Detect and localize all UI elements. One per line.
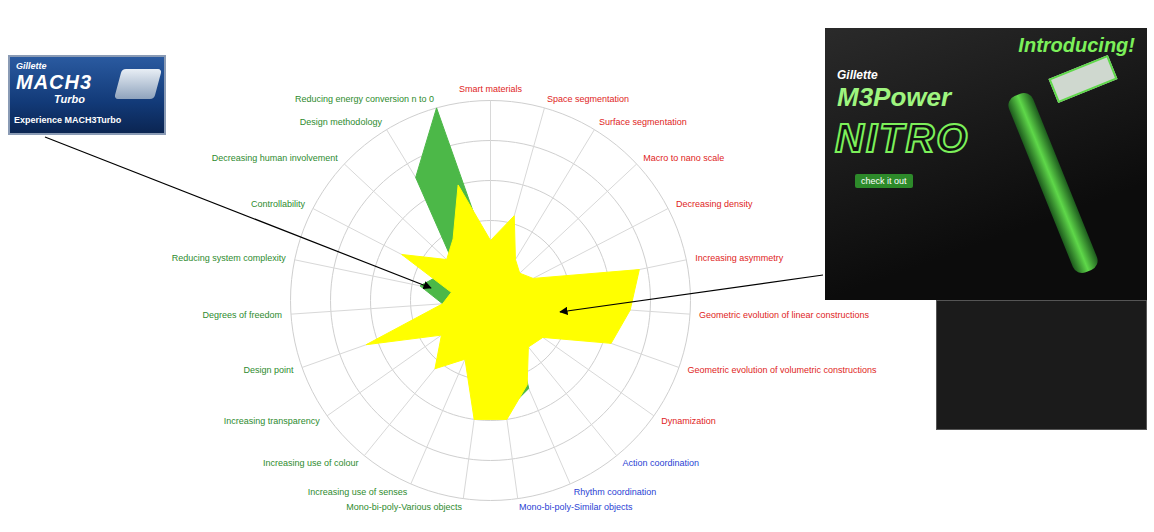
- svg-text:Rhythm coordination: Rhythm coordination: [574, 487, 657, 497]
- svg-text:Increasing use of senses: Increasing use of senses: [308, 487, 408, 497]
- html-text:MACH3: MACH3: [16, 71, 93, 93]
- svg-text:Increasing use of colour: Increasing use of colour: [263, 458, 359, 468]
- svg-text:Dynamization: Dynamization: [661, 416, 716, 426]
- html-text:Introducing!: Introducing!: [1018, 34, 1135, 56]
- html-text:Turbo: Turbo: [54, 93, 85, 105]
- svg-text:Action coordination: Action coordination: [622, 458, 699, 468]
- svg-text:Increasing asymmetry: Increasing asymmetry: [695, 253, 784, 263]
- svg-text:Decreasing density: Decreasing density: [676, 199, 753, 209]
- html-text:check it out: check it out: [861, 176, 907, 186]
- html-text:M3Power: M3Power: [837, 82, 952, 112]
- svg-text:Degrees of freedom: Degrees of freedom: [202, 310, 282, 320]
- svg-text:Controllability: Controllability: [251, 199, 306, 209]
- svg-text:Reducing system complexity: Reducing system complexity: [172, 253, 287, 263]
- svg-text:Mono-bi-poly-Similar objects: Mono-bi-poly-Similar objects: [519, 502, 633, 512]
- svg-text:Decreasing human involvement: Decreasing human involvement: [212, 153, 339, 163]
- svg-text:Mono-bi-poly-Various objects: Mono-bi-poly-Various objects: [346, 502, 462, 512]
- svg-text:Reducing energy conversion n t: Reducing energy conversion n to 0: [295, 94, 434, 104]
- svg-text:Increasing transparency: Increasing transparency: [224, 416, 321, 426]
- svg-text:Design point: Design point: [244, 365, 295, 375]
- html-text:Experience MACH3Turbo: Experience MACH3Turbo: [14, 115, 122, 125]
- html-text:Gillette: Gillette: [837, 68, 878, 82]
- svg-text:Space segmentation: Space segmentation: [547, 94, 629, 104]
- svg-text:Design methodology: Design methodology: [300, 117, 383, 127]
- svg-text:Geometric evolution of linear: Geometric evolution of linear constructi…: [699, 310, 870, 320]
- html-text:Gillette: Gillette: [16, 61, 47, 71]
- svg-text:Macro to nano scale: Macro to nano scale: [643, 153, 724, 163]
- svg-text:Surface segmentation: Surface segmentation: [599, 117, 687, 127]
- svg-text:Smart materials: Smart materials: [459, 84, 523, 94]
- svg-text:Geometric evolution of volumet: Geometric evolution of volumetric constr…: [687, 365, 877, 375]
- html-text:NITRO: NITRO: [835, 116, 970, 160]
